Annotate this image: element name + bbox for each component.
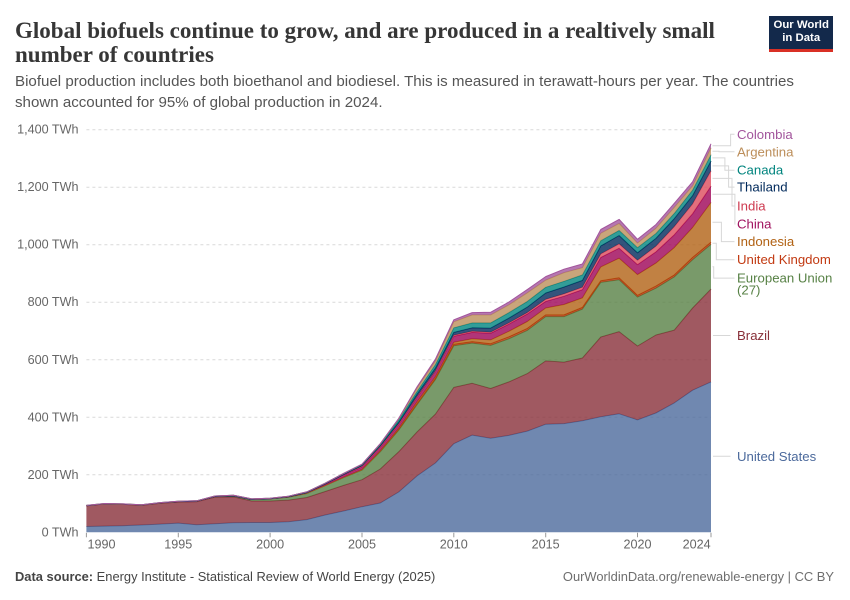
svg-text:China: China: [737, 217, 772, 232]
svg-text:United Kingdom: United Kingdom: [737, 252, 831, 267]
svg-text:2024: 2024: [683, 538, 711, 552]
svg-text:800 TWh: 800 TWh: [28, 295, 79, 309]
svg-text:Colombia: Colombia: [737, 127, 793, 142]
svg-text:1995: 1995: [164, 538, 192, 552]
svg-text:1,400 TWh: 1,400 TWh: [17, 123, 78, 137]
svg-text:Indonesia: Indonesia: [737, 234, 795, 249]
svg-text:1990: 1990: [87, 538, 115, 552]
svg-text:0 TWh: 0 TWh: [42, 525, 79, 539]
svg-text:2015: 2015: [532, 538, 560, 552]
svg-text:2010: 2010: [440, 538, 468, 552]
svg-text:Argentina: Argentina: [737, 144, 794, 159]
svg-text:2000: 2000: [256, 538, 284, 552]
svg-text:Canada: Canada: [737, 163, 784, 178]
svg-text:India: India: [737, 199, 766, 214]
svg-text:1,000 TWh: 1,000 TWh: [17, 238, 78, 252]
svg-text:600 TWh: 600 TWh: [28, 353, 79, 367]
svg-text:European Union: European Union: [737, 271, 832, 286]
svg-text:400 TWh: 400 TWh: [28, 410, 79, 424]
svg-text:Thailand: Thailand: [737, 180, 788, 195]
svg-text:United States: United States: [737, 449, 817, 464]
svg-text:2005: 2005: [348, 538, 376, 552]
svg-text:Brazil: Brazil: [737, 328, 770, 343]
svg-text:200 TWh: 200 TWh: [28, 468, 79, 482]
svg-text:1,200 TWh: 1,200 TWh: [17, 180, 78, 194]
svg-text:(27): (27): [737, 282, 760, 297]
svg-text:2020: 2020: [623, 538, 651, 552]
